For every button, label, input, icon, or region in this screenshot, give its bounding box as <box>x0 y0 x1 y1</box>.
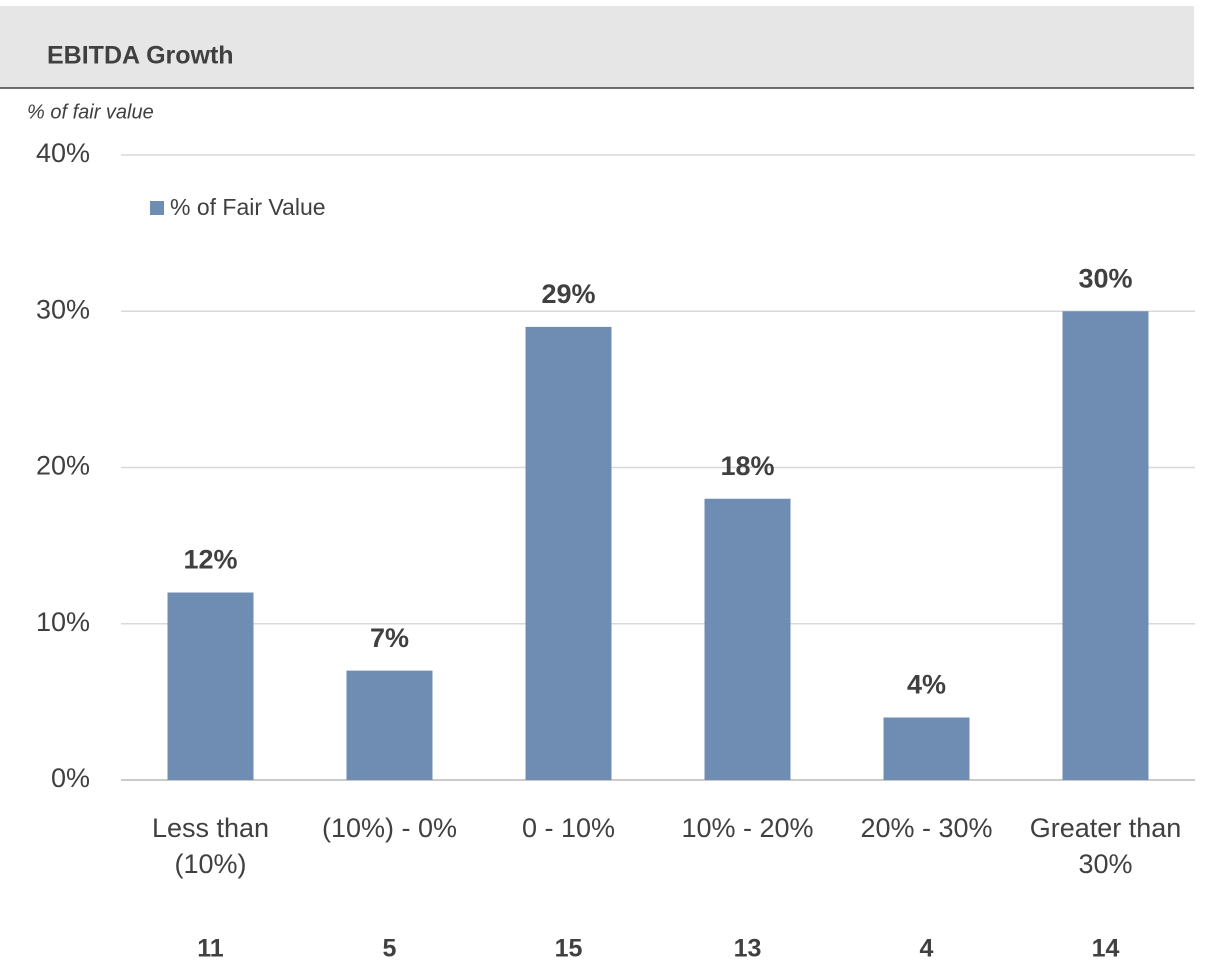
count-label: 13 <box>734 935 762 963</box>
y-tick-label: 30% <box>36 294 90 324</box>
x-tick-label: 0 - 10% <box>521 813 616 843</box>
x-tick-label: Greater than 30% <box>1029 813 1182 879</box>
chart-title: EBITDA Growth <box>47 42 234 70</box>
chart-subtitle: % of fair value <box>27 101 154 123</box>
bar <box>883 717 970 780</box>
count-label: 14 <box>1092 935 1120 963</box>
x-tick-label: (10%) - 0% <box>321 813 458 843</box>
x-tick-label: 10% - 20% <box>681 813 814 843</box>
count-label: 15 <box>555 935 583 963</box>
bar <box>167 592 254 780</box>
bar <box>1062 311 1149 780</box>
data-label: 12% <box>183 545 237 575</box>
y-tick-label: 20% <box>36 451 90 481</box>
bar <box>346 670 433 780</box>
x-tick-label: 20% - 30% <box>860 813 993 843</box>
y-tick-label: 0% <box>51 763 90 793</box>
x-tick-label: Less than (10%) <box>151 813 270 879</box>
y-tick-label: 40% <box>36 138 90 168</box>
y-tick-label: 10% <box>36 607 90 637</box>
legend-label: % of Fair Value <box>170 194 326 220</box>
data-label: 7% <box>370 623 409 653</box>
bar <box>525 326 612 780</box>
count-label: 4 <box>920 935 934 963</box>
data-label: 30% <box>1078 263 1132 293</box>
bar <box>704 498 791 780</box>
count-label: 5 <box>383 935 397 963</box>
count-label: 11 <box>197 935 224 963</box>
legend-swatch <box>150 201 164 215</box>
data-label: 29% <box>541 279 595 309</box>
data-label: 18% <box>720 451 774 481</box>
header-band <box>0 6 1194 88</box>
data-label: 4% <box>907 670 946 700</box>
